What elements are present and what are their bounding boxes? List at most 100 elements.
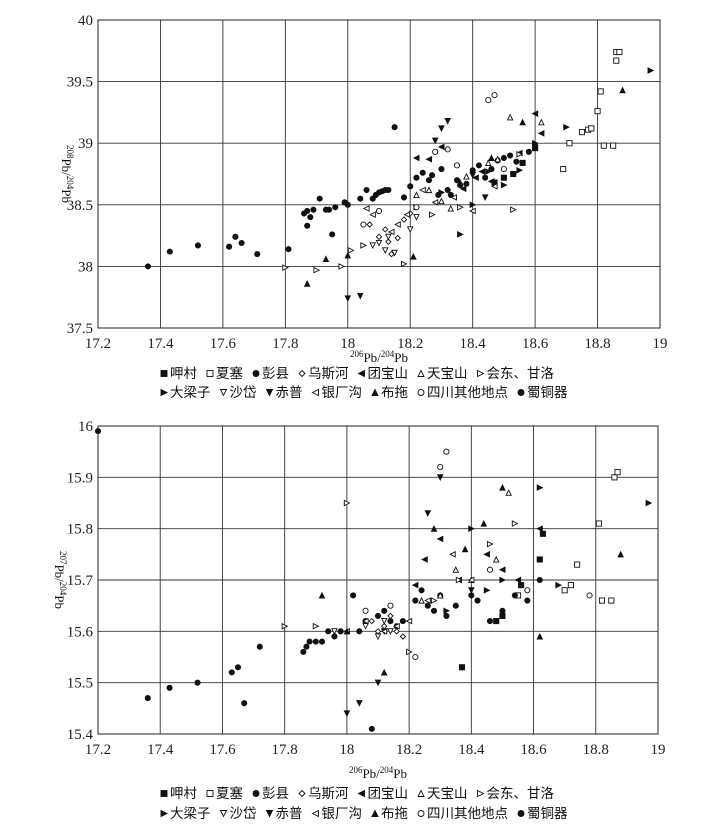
- data-point: [381, 607, 388, 614]
- data-point: [357, 195, 364, 202]
- data-point: [449, 551, 456, 558]
- data-point: [574, 561, 581, 568]
- data-point: [469, 207, 476, 215]
- data-point: [400, 216, 408, 223]
- y-tick-label: 15.9: [67, 470, 93, 486]
- legend-marker: [298, 369, 306, 378]
- chart-grid: [97, 19, 661, 329]
- data-point: [312, 638, 319, 645]
- data-point: [391, 249, 398, 257]
- data-point: [360, 242, 367, 249]
- x-tick-label: 18.4: [458, 742, 485, 758]
- data-point: [369, 211, 376, 218]
- data-point: [303, 280, 311, 287]
- legend-marker: [517, 389, 525, 396]
- legend-item: 会东、甘洛: [477, 366, 554, 382]
- data-point: [452, 566, 460, 573]
- data-point: [468, 587, 475, 594]
- data-point: [394, 221, 401, 228]
- data-point: [444, 146, 451, 153]
- legend-label: 银厂沟: [322, 385, 363, 401]
- data-point: [484, 159, 492, 166]
- data-point: [531, 110, 539, 117]
- data-point: [285, 246, 292, 253]
- legend-marker: [417, 810, 425, 817]
- y-tick-label: 39: [78, 136, 93, 152]
- data-point: [514, 576, 522, 584]
- data-point: [598, 597, 606, 604]
- data-point: [510, 206, 517, 214]
- data-point: [362, 205, 370, 212]
- data-point: [356, 628, 363, 635]
- legend-item: 彭县: [252, 366, 289, 382]
- data-point: [438, 197, 445, 205]
- data-point: [461, 545, 469, 553]
- data-point: [456, 179, 464, 186]
- y-tick-label: 39.5: [67, 75, 93, 91]
- data-point: [362, 607, 369, 614]
- data-points: [144, 48, 655, 303]
- data-point: [600, 142, 607, 149]
- data-point: [500, 154, 507, 162]
- data-point: [511, 592, 518, 599]
- x-tick-label: 18: [339, 742, 354, 758]
- x-axis-title: 206Pb/204Pb: [349, 765, 407, 781]
- legend-label: 会东、甘洛: [487, 786, 555, 802]
- legend-label: 大梁子: [170, 806, 211, 822]
- legend-item: 沙岱: [219, 385, 257, 401]
- data-point: [331, 628, 338, 635]
- data-point: [516, 166, 524, 174]
- data-point: [380, 618, 388, 625]
- data-point: [306, 638, 313, 645]
- data-point: [360, 221, 367, 228]
- data-point: [375, 207, 383, 215]
- data-point: [399, 618, 406, 625]
- data-point: [485, 97, 492, 104]
- data-point: [578, 129, 585, 136]
- data-point: [282, 264, 289, 271]
- data-point: [194, 242, 201, 249]
- data-point: [368, 725, 375, 732]
- legend-item: 夏塞: [206, 365, 243, 382]
- data-point: [303, 643, 310, 650]
- data-point: [94, 428, 102, 435]
- legend-item: 沙岱: [219, 806, 257, 822]
- legend-item: 四川其他地点: [417, 385, 508, 401]
- data-point: [452, 602, 459, 609]
- data-point: [166, 684, 173, 691]
- legend-label: 夏塞: [216, 785, 243, 802]
- y-tick-label: 15.4: [67, 727, 94, 743]
- legend-marker: [477, 369, 485, 378]
- legend-marker: [252, 790, 260, 797]
- legend-item: 银厂沟: [311, 385, 363, 401]
- data-point: [487, 178, 495, 185]
- data-point: [486, 566, 494, 573]
- data-point: [614, 469, 621, 476]
- data-point: [482, 174, 489, 181]
- data-point: [226, 243, 233, 250]
- data-point: [424, 510, 432, 517]
- data-point: [432, 148, 439, 155]
- data-point: [499, 483, 506, 491]
- legend-marker: [219, 389, 228, 397]
- data-point: [536, 576, 543, 584]
- data-point: [387, 228, 395, 236]
- data-point: [241, 700, 248, 707]
- data-point: [498, 566, 506, 574]
- x-tick-label: 18.8: [583, 742, 609, 758]
- legend-label: 天宝山: [427, 786, 468, 802]
- data-point: [467, 576, 475, 584]
- x-tick-label: 17.4: [147, 742, 174, 758]
- x-tick-label: 18.6: [522, 336, 549, 352]
- data-point: [647, 67, 655, 74]
- legend-marker: [206, 370, 214, 377]
- data-point: [361, 617, 369, 625]
- data-point: [454, 162, 461, 169]
- data-point: [493, 618, 500, 625]
- data-point: [566, 140, 573, 147]
- data-point: [312, 622, 320, 630]
- data-point: [424, 597, 431, 604]
- x-tick-label: 18.4: [460, 336, 487, 352]
- data-point: [375, 233, 383, 241]
